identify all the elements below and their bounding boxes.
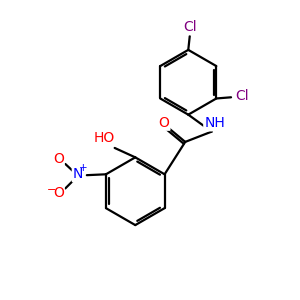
Text: O: O <box>159 116 170 130</box>
Text: NH: NH <box>204 116 225 130</box>
Text: Cl: Cl <box>183 20 196 34</box>
Text: +: + <box>79 163 88 172</box>
Text: O: O <box>53 186 64 200</box>
Text: O: O <box>53 152 64 166</box>
Text: HO: HO <box>94 130 115 145</box>
Text: −: − <box>47 185 56 196</box>
Text: N: N <box>73 167 83 181</box>
Text: Cl: Cl <box>236 88 249 103</box>
